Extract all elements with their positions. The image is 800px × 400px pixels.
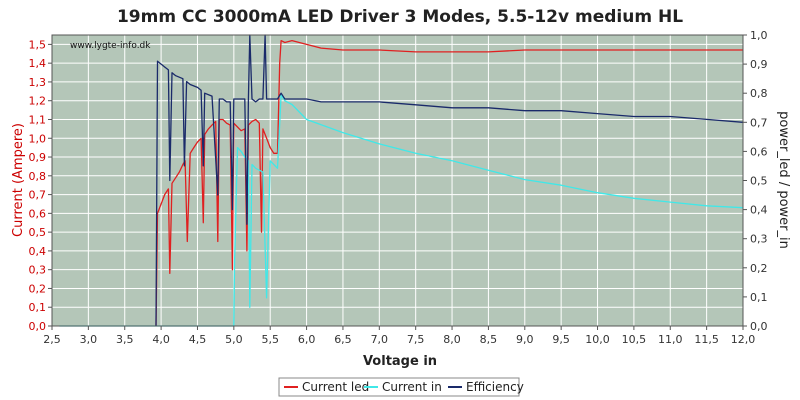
x-tick-label: 6,5 [334,333,352,346]
y-left-tick-label: 0,0 [29,320,47,333]
y-left-tick-label: 0,5 [29,226,47,239]
y-right-tick-label: 0,3 [750,233,768,246]
legend-box [278,377,520,397]
x-tick-label: 11,0 [658,333,683,346]
y-right-tick-label: 0,1 [750,291,768,304]
legend-label: Current in [382,380,442,394]
x-tick-label: 3,0 [80,333,98,346]
plot-background [52,35,743,326]
x-tick-label: 7,5 [407,333,425,346]
x-tick-label: 3,5 [116,333,134,346]
x-tick-label: 5,5 [261,333,279,346]
x-tick-label: 9,0 [516,333,534,346]
x-tick-label: 4,0 [152,333,170,346]
y-right-tick-label: 1,0 [750,29,768,42]
y-left-tick-label: 0,3 [29,264,47,277]
y-left-tick-label: 0,4 [29,245,47,258]
x-tick-label: 4,5 [189,333,207,346]
axes: 2,5 3,0 3,5 4,0 4,5 5,0 5,5 6,0 6,5 7,0 7,5 8,0 8,5 9… [29,29,768,346]
y-left-tick-label: 0,7 [29,189,47,202]
x-tick-label: 10,0 [585,333,610,346]
y-left-tick-label: 1,1 [29,113,47,126]
x-tick-label: 12,0 [731,333,756,346]
y-left-tick-label: 1,3 [29,76,47,89]
x-tick-label: 8,5 [480,333,498,346]
y-left-tick-label: 0,6 [29,207,47,220]
x-tick-label: 2,5 [43,333,61,346]
y-left-tick-label: 1,0 [29,132,47,145]
x-tick-label: 6,0 [298,333,316,346]
y-left-tick-label: 0,2 [29,282,47,295]
y-right-tick-label: 0,8 [750,87,768,100]
y-left-tick-label: 1,5 [29,38,47,51]
y-right-tick-label: 0,4 [750,204,768,217]
y-right-tick-label: 0,2 [750,262,768,275]
x-tick-label: 9,5 [552,333,570,346]
series-line-efficiency [155,34,744,327]
y-right-tick-label: 0,5 [750,175,768,188]
y-left-tick-label: 0,8 [29,170,47,183]
watermark: www.lygte-info.dk [70,41,151,51]
legend-label: Efficiency [466,380,524,394]
y-left-tick-label: 0,9 [29,151,47,164]
legend: Current led Current in Efficiency [278,377,524,397]
y-right-axis-label: power_led / power_in [776,111,791,249]
chart-title: 19mm CC 3000mA LED Driver 3 Modes, 5.5-1… [117,7,683,27]
x-tick-label: 7,0 [371,333,389,346]
legend-label: Current led [302,380,369,394]
y-left-tick-label: 1,4 [29,57,47,70]
y-right-tick-label: 0,6 [750,145,768,158]
y-right-tick-label: 0,0 [750,320,768,333]
y-left-tick-label: 0,1 [29,301,47,314]
x-tick-label: 11,5 [694,333,719,346]
y-left-tick-label: 1,2 [29,95,47,108]
y-left-axis-label: Current (Ampere) [11,123,26,237]
x-tick-label: 8,0 [443,333,461,346]
plot-area [52,35,743,326]
x-tick-label: 10,5 [622,333,647,346]
y-right-tick-label: 0,7 [750,116,768,129]
x-tick-label: 5,0 [225,333,243,346]
x-axis-label: Voltage in [363,354,437,369]
y-right-tick-label: 0,9 [750,58,768,71]
